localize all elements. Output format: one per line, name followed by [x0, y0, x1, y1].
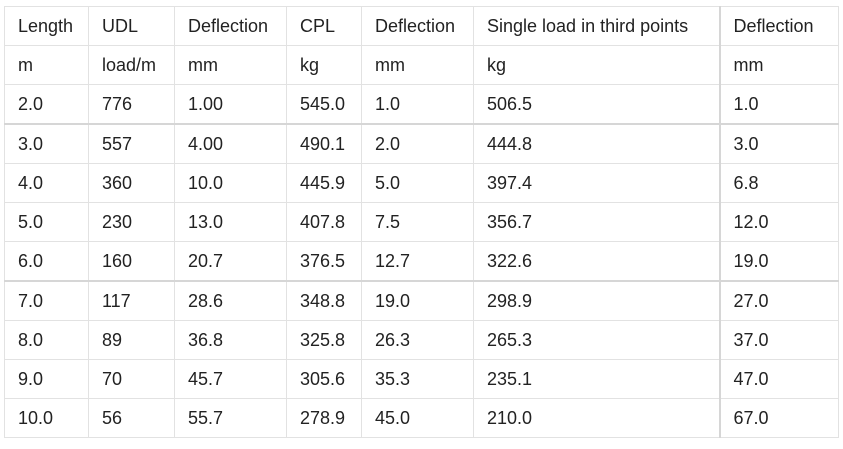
cell-cpl-deflection: 45.0: [361, 398, 474, 438]
cell-third-point-deflection: 37.0: [718, 320, 839, 360]
cell-third-point-load: 265.3: [473, 320, 720, 360]
table-row: 2.0 776 1.00 545.0 1.0 506.5 1.0: [4, 84, 839, 125]
table-row: 9.0 70 45.7 305.6 35.3 235.1 47.0: [4, 359, 839, 399]
cell-cpl-deflection: 2.0: [361, 123, 474, 164]
cell-length: m: [4, 45, 89, 85]
cell-third-point-deflection: mm: [718, 45, 839, 85]
table-body: Length UDL Deflection CPL Deflection Single l…: [4, 6, 839, 438]
cell-length: 4.0: [4, 163, 89, 203]
cell-udl-deflection: 1.00: [174, 84, 287, 125]
cell-cpl-deflection: 19.0: [361, 280, 474, 321]
cell-third-point-deflection: 6.8: [718, 163, 839, 203]
cell-length: 7.0: [4, 280, 89, 321]
cell-cpl: kg: [286, 45, 362, 85]
cell-third-point-load: 235.1: [473, 359, 720, 399]
cell-length: 5.0: [4, 202, 89, 242]
header-row: Length UDL Deflection CPL Deflection Single l…: [4, 6, 839, 46]
cell-length: 6.0: [4, 241, 89, 282]
cell-cpl-deflection: 26.3: [361, 320, 474, 360]
cell-udl-deflection: 28.6: [174, 280, 287, 321]
cell-third-point-deflection: 47.0: [718, 359, 839, 399]
cell-third-point-deflection: Deflection: [718, 6, 839, 46]
cell-length: Length: [4, 6, 89, 46]
cell-third-point-deflection: 27.0: [718, 280, 839, 321]
cell-udl: 117: [88, 280, 175, 321]
cell-cpl: 445.9: [286, 163, 362, 203]
cell-cpl: 305.6: [286, 359, 362, 399]
cell-third-point-load: 397.4: [473, 163, 720, 203]
table-row: 6.0 160 20.7 376.5 12.7 322.6 19.0: [4, 241, 839, 282]
cell-udl: 360: [88, 163, 175, 203]
cell-udl: 230: [88, 202, 175, 242]
cell-third-point-load: Single load in third points: [473, 6, 720, 46]
cell-cpl-deflection: 35.3: [361, 359, 474, 399]
cell-length: 3.0: [4, 123, 89, 164]
cell-length: 10.0: [4, 398, 89, 438]
cell-cpl: 490.1: [286, 123, 362, 164]
table-row: 3.0 557 4.00 490.1 2.0 444.8 3.0: [4, 123, 839, 164]
table-row: 10.0 56 55.7 278.9 45.0 210.0 67.0: [4, 398, 839, 438]
cell-third-point-load: 356.7: [473, 202, 720, 242]
cell-third-point-load: 444.8: [473, 123, 720, 164]
cell-third-point-deflection: 3.0: [718, 123, 839, 164]
cell-cpl-deflection: 1.0: [361, 84, 474, 125]
cell-third-point-load: 322.6: [473, 241, 720, 282]
cell-cpl: 348.8: [286, 280, 362, 321]
cell-udl-deflection: 55.7: [174, 398, 287, 438]
cell-cpl-deflection: 5.0: [361, 163, 474, 203]
cell-cpl: 278.9: [286, 398, 362, 438]
cell-cpl: 325.8: [286, 320, 362, 360]
cell-udl: 160: [88, 241, 175, 282]
cell-third-point-load: 506.5: [473, 84, 720, 125]
cell-udl-deflection: 36.8: [174, 320, 287, 360]
cell-third-point-deflection: 67.0: [718, 398, 839, 438]
table-row: 4.0 360 10.0 445.9 5.0 397.4 6.8: [4, 163, 839, 203]
load-deflection-table: Length UDL Deflection CPL Deflection Single l…: [4, 6, 839, 438]
table-container: Length UDL Deflection CPL Deflection Single l…: [4, 6, 839, 438]
cell-udl-deflection: 10.0: [174, 163, 287, 203]
cell-third-point-deflection: 19.0: [718, 241, 839, 282]
cell-length: 2.0: [4, 84, 89, 125]
cell-udl-deflection: mm: [174, 45, 287, 85]
cell-cpl: 376.5: [286, 241, 362, 282]
cell-udl-deflection: 20.7: [174, 241, 287, 282]
cell-third-point-deflection: 1.0: [718, 84, 839, 125]
cell-cpl: CPL: [286, 6, 362, 46]
cell-third-point-load: 210.0: [473, 398, 720, 438]
cell-cpl-deflection: 7.5: [361, 202, 474, 242]
cell-udl: 70: [88, 359, 175, 399]
cell-udl: UDL: [88, 6, 175, 46]
cell-udl-deflection: 13.0: [174, 202, 287, 242]
cell-udl-deflection: Deflection: [174, 6, 287, 46]
cell-udl: 776: [88, 84, 175, 125]
cell-cpl: 545.0: [286, 84, 362, 125]
cell-cpl: 407.8: [286, 202, 362, 242]
cell-cpl-deflection: 12.7: [361, 241, 474, 282]
cell-udl: 557: [88, 123, 175, 164]
cell-third-point-load: kg: [473, 45, 720, 85]
cell-udl: 56: [88, 398, 175, 438]
cell-length: 9.0: [4, 359, 89, 399]
cell-udl: load/m: [88, 45, 175, 85]
cell-third-point-deflection: 12.0: [718, 202, 839, 242]
cell-udl: 89: [88, 320, 175, 360]
cell-udl-deflection: 4.00: [174, 123, 287, 164]
cell-cpl-deflection: mm: [361, 45, 474, 85]
table-row: 8.0 89 36.8 325.8 26.3 265.3 37.0: [4, 320, 839, 360]
cell-third-point-load: 298.9: [473, 280, 720, 321]
cell-udl-deflection: 45.7: [174, 359, 287, 399]
table-row: 5.0 230 13.0 407.8 7.5 356.7 12.0: [4, 202, 839, 242]
units-row: m load/m mm kg mm kg mm: [4, 45, 839, 85]
table-row: 7.0 117 28.6 348.8 19.0 298.9 27.0: [4, 280, 839, 321]
cell-length: 8.0: [4, 320, 89, 360]
cell-cpl-deflection: Deflection: [361, 6, 474, 46]
